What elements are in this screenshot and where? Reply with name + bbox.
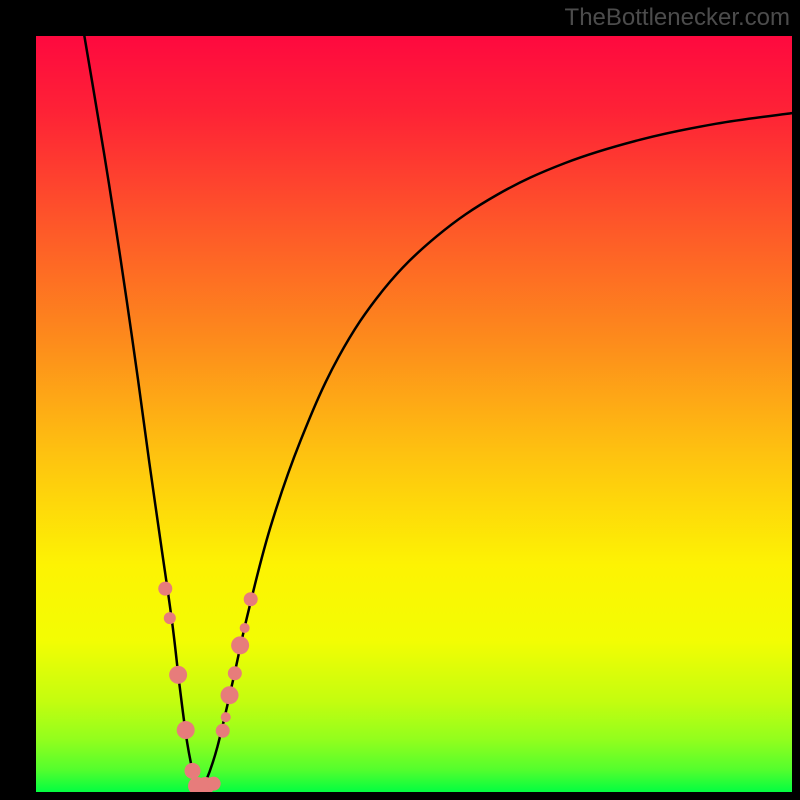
- data-point-marker: [207, 777, 221, 791]
- data-point-marker: [177, 721, 195, 739]
- data-point-marker: [216, 724, 230, 738]
- chart-frame: [0, 0, 800, 800]
- data-point-marker: [228, 666, 242, 680]
- right-curve: [199, 113, 792, 792]
- data-point-marker: [244, 592, 258, 606]
- data-point-marker: [169, 666, 187, 684]
- plot-area: [36, 36, 792, 792]
- data-point-marker: [184, 763, 200, 779]
- data-point-markers: [158, 582, 257, 792]
- data-point-marker: [240, 623, 250, 633]
- data-point-marker: [221, 686, 239, 704]
- bottleneck-curve: [36, 36, 792, 792]
- data-point-marker: [221, 712, 231, 722]
- data-point-marker: [164, 612, 176, 624]
- data-point-marker: [231, 636, 249, 654]
- watermark-text: TheBottlenecker.com: [565, 4, 790, 32]
- data-point-marker: [158, 582, 172, 596]
